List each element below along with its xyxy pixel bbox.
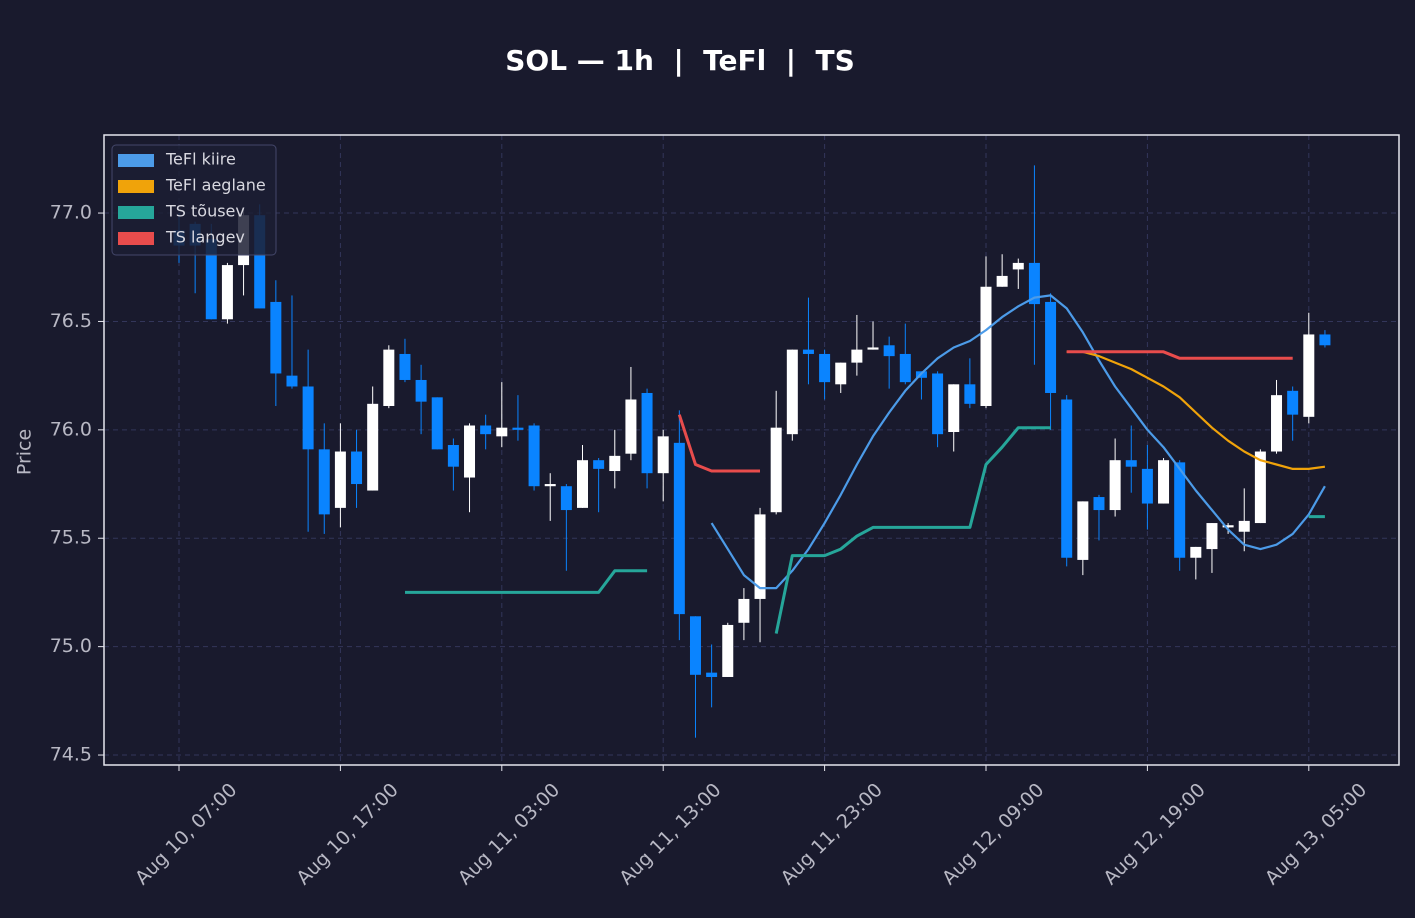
candle-body <box>899 353 911 383</box>
candle-body <box>383 349 395 406</box>
candle-body <box>802 349 814 354</box>
y-tick-label: 76.5 <box>50 310 92 332</box>
candle-body <box>480 425 492 435</box>
legend-swatch <box>118 180 154 193</box>
candle-body <box>496 427 508 437</box>
indicator-line <box>710 294 1326 590</box>
candle-body <box>770 427 782 513</box>
candle-body <box>577 460 588 508</box>
candle-body <box>722 624 734 677</box>
candle-body <box>544 484 556 487</box>
candle-body <box>609 455 621 472</box>
candle-body <box>1222 525 1234 528</box>
candle-body <box>1174 462 1186 558</box>
candle-body <box>883 345 895 357</box>
y-tick-label: 77.0 <box>50 202 92 224</box>
candle-body <box>1287 390 1299 415</box>
candle-body <box>334 451 346 508</box>
candle-body <box>1093 497 1105 511</box>
candle-body <box>431 397 443 450</box>
candle-body <box>254 215 266 309</box>
candle-body <box>593 460 605 469</box>
candle-body <box>706 672 718 677</box>
candle-body <box>932 373 944 435</box>
legend-swatch <box>118 232 154 245</box>
legend-label: TeFl aeglane <box>165 176 266 195</box>
indicator-line <box>1066 350 1326 470</box>
candle-body <box>819 353 831 383</box>
y-tick-label: 75.5 <box>50 527 92 549</box>
candle-body <box>464 425 476 478</box>
candle-body <box>1319 334 1331 346</box>
candle-body <box>657 436 669 474</box>
candle-body <box>786 349 798 435</box>
candle-body <box>1045 301 1057 393</box>
candle-body <box>205 239 217 320</box>
candle-body <box>980 286 992 406</box>
plot-frame <box>103 134 1400 766</box>
candle-body <box>1158 460 1170 504</box>
y-tick-label: 75.0 <box>50 635 92 657</box>
candle-body <box>689 616 701 675</box>
candle-body <box>1028 262 1040 305</box>
candle-body <box>1271 395 1283 452</box>
candle-body <box>1125 460 1137 467</box>
lines <box>405 294 1326 634</box>
legend-swatch <box>118 206 154 219</box>
candle-body <box>221 265 233 320</box>
candle-body <box>1061 399 1073 558</box>
candle-body <box>367 403 379 491</box>
candle-body <box>738 598 750 623</box>
candle-body <box>1238 520 1250 532</box>
candle-body <box>447 445 459 467</box>
legend-box <box>111 144 277 256</box>
candle-body <box>1206 523 1218 550</box>
candle-body <box>399 353 411 380</box>
candle-body <box>641 392 653 474</box>
candle-body <box>1109 460 1121 511</box>
candle-body <box>1012 262 1024 270</box>
candle-body <box>270 301 282 374</box>
legend-label: TS langev <box>165 228 245 247</box>
candle-body <box>1190 546 1202 558</box>
candle-body <box>351 451 363 485</box>
candle-body <box>673 442 685 615</box>
candle-body <box>625 399 637 454</box>
candle-body <box>286 375 298 387</box>
candle-body <box>964 384 976 404</box>
candle-body <box>1303 334 1315 417</box>
candle-body <box>1141 468 1153 504</box>
candles <box>173 165 1331 738</box>
y-tick-label: 76.0 <box>50 418 92 440</box>
candle-body <box>528 425 540 487</box>
candle-body <box>560 486 572 511</box>
legend: TeFl kiire TeFl aeglane TS tõusev TS langev <box>111 144 277 256</box>
legend-label: TeFl kiire <box>165 150 236 169</box>
candle-body <box>302 386 314 450</box>
candle-body <box>318 449 330 515</box>
candle-body <box>851 349 863 363</box>
candle-body <box>415 379 427 402</box>
y-axis-label: Price <box>14 429 36 475</box>
legend-label: TS tõusev <box>165 202 245 221</box>
candle-body <box>1254 451 1266 524</box>
indicator-line <box>405 426 1325 634</box>
indicator-line <box>677 350 1293 473</box>
candle-body <box>1077 501 1089 560</box>
legend-swatch <box>118 154 154 167</box>
candle-body <box>996 275 1008 287</box>
candle-body <box>835 362 847 385</box>
candle-body <box>948 384 960 433</box>
candle-body <box>512 427 524 430</box>
chart-title: SOL — 1h | TeFl | TS <box>505 44 855 77</box>
candle-body <box>867 347 879 350</box>
candle-body <box>754 514 766 599</box>
y-tick-label: 74.5 <box>50 744 92 766</box>
